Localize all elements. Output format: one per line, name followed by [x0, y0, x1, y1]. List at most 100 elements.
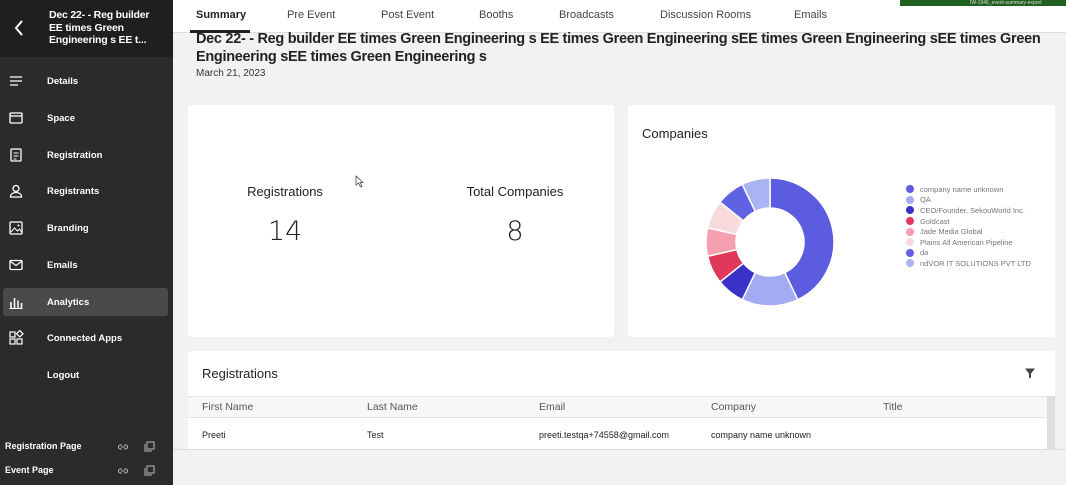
- column-header-last-name[interactable]: Last Name: [367, 401, 418, 413]
- legend-label: QA: [920, 195, 931, 205]
- legend-swatch: [906, 217, 914, 226]
- tab-broadcasts[interactable]: Broadcasts: [559, 9, 615, 21]
- legend-label: da: [920, 248, 929, 258]
- event-page-label: Event Page: [5, 465, 54, 475]
- sidebar-item-label: Analytics: [47, 296, 90, 308]
- tab-emails[interactable]: Emails: [794, 9, 828, 21]
- legend-item[interactable]: company name unknown: [906, 184, 1031, 195]
- sidebar: Dec 22- - Reg builder EE times Green Eng…: [0, 0, 173, 485]
- sidebar-item-label: Space: [47, 112, 75, 124]
- legend-label: company name unknown: [920, 184, 1004, 194]
- person-icon: [9, 184, 23, 198]
- chevron-left-icon[interactable]: [10, 18, 30, 38]
- registration-page-row: Registration Page: [5, 441, 165, 455]
- legend-item[interactable]: ndVOR IT SOLUTIONS PVT LTD: [906, 258, 1031, 269]
- companies-card: Companies: [628, 105, 1055, 337]
- sidebar-item-label: Registrants: [47, 185, 100, 197]
- donut-slice-7[interactable]: [741, 177, 771, 213]
- tab-discussion-rooms[interactable]: Discussion Rooms: [660, 9, 752, 21]
- legend-label: Jade Media Global: [920, 227, 983, 237]
- legend-swatch: [906, 238, 914, 247]
- tab-summary[interactable]: Summary: [196, 9, 247, 21]
- registration-page-label: Registration Page: [5, 441, 82, 451]
- sidebar-item-logout[interactable]: Logout: [3, 361, 168, 389]
- event-page-row: Event Page: [5, 465, 165, 479]
- sidebar-item-connected-apps[interactable]: Connected Apps: [3, 324, 168, 352]
- legend-swatch: [906, 185, 914, 194]
- sidebar-item-label: Logout: [47, 369, 80, 381]
- event-date: March 21, 2023: [196, 68, 266, 79]
- envelope-icon: [9, 259, 23, 271]
- sidebar-item-label: Registration: [47, 149, 103, 161]
- registrations-stat-value: 14: [267, 216, 303, 247]
- sidebar-item-label: Details: [47, 75, 79, 87]
- window-icon: [9, 112, 23, 124]
- column-header-email[interactable]: Email: [539, 401, 566, 413]
- cell-company: company name unknown: [711, 430, 812, 440]
- table-scrollbar[interactable]: [1047, 396, 1055, 450]
- table-header-row: First Name Last Name Email Company Title: [188, 396, 1048, 418]
- cell-email: preeti.testqa+74558@gmail.com: [539, 430, 669, 440]
- companies-stat-label: Total Companies: [466, 184, 564, 199]
- legend-item[interactable]: CEO/Founder, SekouWorld Inc.: [906, 205, 1031, 216]
- cursor-icon: [355, 175, 364, 188]
- copy-icon[interactable]: [144, 465, 155, 476]
- legend-item[interactable]: QA: [906, 195, 1031, 206]
- tab-post-event[interactable]: Post Event: [381, 9, 435, 21]
- page-title: Dec 22- - Reg builder EE times Green Eng…: [196, 31, 1041, 65]
- link-icon[interactable]: [117, 465, 129, 477]
- companies-stat-value: 8: [506, 216, 524, 247]
- legend-label: CEO/Founder, SekouWorld Inc.: [920, 205, 1025, 215]
- registrations-stat-label: Registrations: [247, 184, 323, 199]
- sidebar-item-emails[interactable]: Emails: [3, 251, 168, 279]
- sidebar-item-label: Connected Apps: [47, 332, 123, 344]
- sidebar-item-analytics[interactable]: Analytics: [3, 288, 168, 316]
- legend-swatch: [906, 259, 914, 268]
- event-title: Dec 22- - Reg builder EE times Green Eng…: [49, 9, 150, 46]
- legend-item[interactable]: da: [906, 248, 1031, 259]
- top-tab-bar: Summary Pre Event Post Event Booths Broa…: [173, 0, 1066, 33]
- bottom-strip: [173, 449, 1066, 485]
- legend-item[interactable]: Plains All American Pipeline: [906, 237, 1031, 248]
- legend-swatch: [906, 195, 914, 204]
- environment-badge: IW-1946_event-summary-export: [900, 0, 1066, 6]
- legend-swatch: [906, 206, 914, 215]
- tab-booths[interactable]: Booths: [479, 9, 514, 21]
- filter-icon[interactable]: [1024, 367, 1036, 379]
- registrations-table-title: Registrations: [202, 366, 278, 381]
- companies-legend: company name unknown QA CEO/Founder, Sekou…: [906, 184, 1031, 269]
- sidebar-item-label: Emails: [47, 259, 78, 271]
- cell-last-name: Test: [367, 430, 384, 440]
- legend-swatch: [906, 248, 914, 257]
- sidebar-item-details[interactable]: Details: [3, 67, 168, 95]
- sidebar-item-space[interactable]: Space: [3, 104, 168, 132]
- column-header-company[interactable]: Company: [711, 401, 756, 413]
- sidebar-item-registration[interactable]: Registration: [3, 141, 168, 169]
- stats-card: Registrations 14 Total Companies 8: [188, 105, 614, 337]
- legend-label: Plains All American Pipeline: [920, 237, 1013, 247]
- tab-pre-event[interactable]: Pre Event: [287, 9, 336, 21]
- donut-slice-0[interactable]: [769, 177, 835, 301]
- legend-label: ndVOR IT SOLUTIONS PVT LTD: [920, 258, 1031, 268]
- companies-card-title: Companies: [642, 126, 708, 141]
- legend-item[interactable]: Goldcast: [906, 216, 1031, 227]
- legend-swatch: [906, 227, 914, 236]
- copy-icon[interactable]: [144, 441, 155, 452]
- sidebar-item-label: Branding: [47, 222, 89, 234]
- apps-icon: [9, 330, 24, 345]
- table-row[interactable]: Preeti Test preeti.testqa+74558@gmail.co…: [188, 420, 1048, 448]
- legend-label: Goldcast: [920, 216, 950, 226]
- sidebar-header: Dec 22- - Reg builder EE times Green Eng…: [0, 0, 173, 57]
- cell-first-name: Preeti: [202, 430, 226, 440]
- companies-donut-chart: [705, 177, 835, 307]
- legend-item[interactable]: Jade Media Global: [906, 226, 1031, 237]
- image-icon: [9, 221, 23, 235]
- sidebar-item-branding[interactable]: Branding: [3, 214, 168, 242]
- sidebar-item-registrants[interactable]: Registrants: [3, 177, 168, 205]
- active-tab-indicator: [190, 30, 250, 33]
- column-header-title[interactable]: Title: [883, 401, 903, 413]
- clipboard-icon: [10, 148, 22, 162]
- link-icon[interactable]: [117, 441, 129, 453]
- menu-lines-icon: [10, 76, 22, 86]
- column-header-first-name[interactable]: First Name: [202, 401, 254, 413]
